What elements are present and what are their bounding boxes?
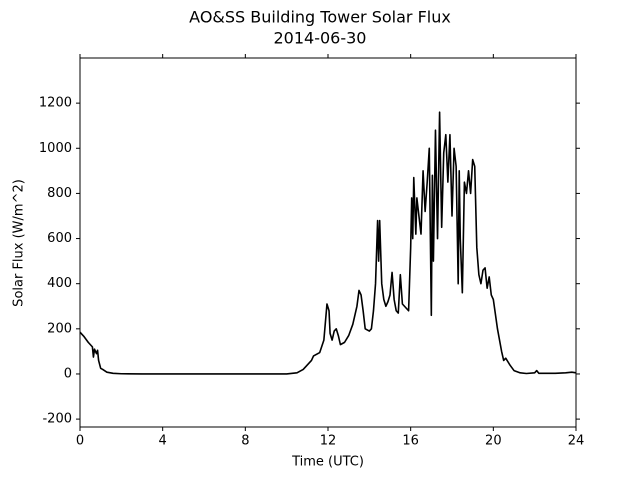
y-tick-label: -200 [42,412,72,427]
y-tick-label: 1200 [39,96,72,111]
y-tick-label: 1000 [39,141,72,156]
x-tick-label: 12 [320,434,337,449]
x-tick-label: 20 [485,434,502,449]
x-tick-label: 0 [76,434,84,449]
x-tick-label: 16 [402,434,419,449]
y-tick-label: 800 [47,186,72,201]
x-tick-label: 8 [241,434,249,449]
y-tick-label: 200 [47,321,72,336]
y-tick-label: 0 [64,366,72,381]
y-tick-label: 600 [47,231,72,246]
y-axis-label: Solar Flux (W/m^2) [12,179,27,307]
y-tick-label: 400 [47,276,72,291]
x-tick-label: 4 [159,434,167,449]
x-tick-label: 24 [568,434,585,449]
chart-subtitle: 2014-06-30 [274,29,367,48]
data-line [79,111,577,375]
plot-frame [79,57,577,428]
x-axis-label: Time (UTC) [291,455,364,470]
chart-title: AO&SS Building Tower Solar Flux [189,8,451,27]
